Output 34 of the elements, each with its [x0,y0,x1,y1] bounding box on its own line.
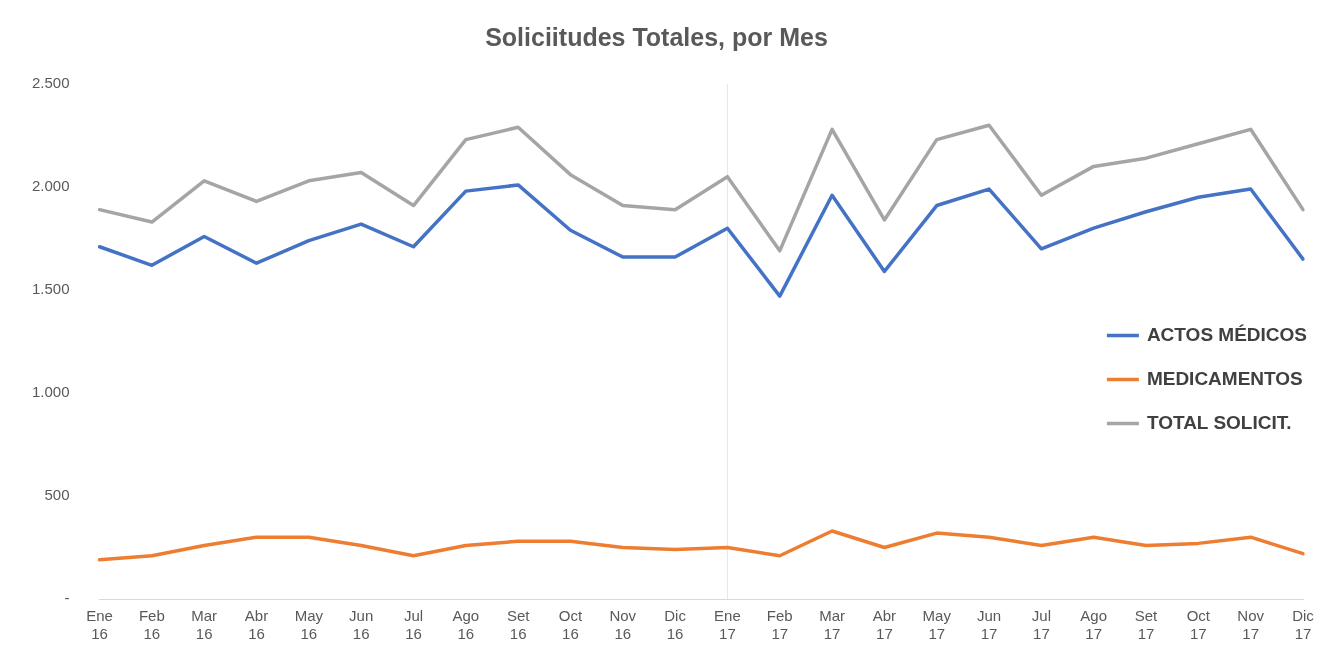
y-tick-label: - [64,589,70,607]
legend-label: ACTOS MÉDICOS [1146,323,1307,345]
x-tick-label: Mar 16 [191,607,218,643]
x-tick-label: Feb 17 [766,607,793,643]
x-tick-label: Abr 17 [872,607,897,643]
x-tick-label: Set 16 [506,607,531,643]
x-tick-label: Ago 17 [1080,607,1108,643]
y-tick-label: 1.500 [31,280,70,298]
x-tick-label: Abr 16 [244,607,269,643]
x-tick-label: Nov 17 [1237,607,1265,643]
x-tick-label: Mar 17 [819,607,845,643]
x-tick-label: Jul 16 [403,607,424,643]
x-tick-label: May 16 [294,607,324,643]
x-tick-label: Oct 16 [558,607,583,643]
x-tick-label: Ene 17 [714,607,741,643]
x-tick-label: Set 17 [1134,607,1159,643]
y-tick-label: 500 [44,486,70,504]
x-tick-label: Jul 17 [1031,607,1051,643]
x-tick-label: Jun 17 [976,607,1002,643]
y-tick-label: 2.000 [31,177,70,195]
x-tick-label: Ene 16 [86,607,113,643]
x-tick-label: Oct 17 [1186,607,1211,643]
x-tick-label: Dic 17 [1292,607,1315,643]
y-tick-label: 1.000 [31,383,70,401]
x-tick-label: Jun 16 [349,607,374,643]
y-tick-label: 2.500 [31,74,70,92]
x-tick-label: May 17 [922,607,952,643]
chart-title: Soliciitudes Totales, por Mes [485,22,828,51]
legend-label: MEDICAMENTOS [1146,367,1303,389]
x-tick-label: Nov 16 [609,607,637,643]
x-tick-label: Feb 16 [138,607,165,643]
legend-label: TOTAL SOLICIT. [1146,411,1292,433]
x-tick-label: Ago 16 [452,607,480,643]
x-tick-label: Dic 16 [664,607,687,643]
